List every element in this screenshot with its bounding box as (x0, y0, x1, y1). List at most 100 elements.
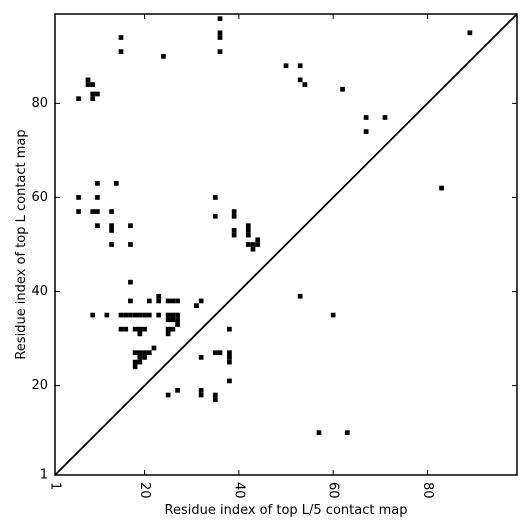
contact-point (170, 317, 176, 323)
contact-point (245, 228, 251, 233)
x-axis-ticks: 1 20 40 60 80 (48, 14, 435, 499)
contact-point (165, 298, 171, 304)
contact-point (76, 209, 81, 214)
contact-point (231, 213, 237, 219)
contact-point (212, 392, 218, 398)
contact-point (151, 345, 157, 351)
contact-point (132, 364, 138, 370)
contact-point (170, 326, 176, 332)
contact-point (161, 53, 166, 59)
contact-point (231, 209, 237, 214)
contact-point (109, 209, 114, 214)
contact-point (227, 350, 232, 356)
y-tick-label: 1 (40, 468, 48, 483)
contact-point (231, 228, 237, 233)
contact-point (198, 392, 204, 398)
contact-point (132, 350, 138, 356)
y-tick-label: 80 (31, 96, 48, 111)
contact-point (109, 228, 114, 233)
y-axis-ticks: 1 20 40 60 80 (31, 96, 517, 483)
x-tick-label: 20 (137, 482, 152, 499)
contact-point (198, 387, 204, 393)
contact-point (118, 49, 124, 54)
contact-point (132, 359, 138, 365)
contact-point (95, 209, 100, 214)
contact-point (132, 312, 138, 318)
contact-point (123, 326, 129, 332)
contact-point (198, 298, 204, 304)
plot-frame (54, 13, 518, 476)
contact-point (165, 317, 171, 323)
contact-point (90, 82, 96, 87)
contact-point (255, 237, 261, 243)
contact-point (255, 242, 261, 247)
contact-point (90, 209, 96, 214)
x-tick-label: 1 (48, 482, 63, 490)
contact-point (109, 223, 114, 229)
contact-point (165, 392, 171, 398)
contact-point (330, 312, 336, 318)
contact-point (90, 91, 96, 97)
contact-point (137, 355, 143, 360)
contact-point (95, 223, 100, 229)
contact-point (156, 312, 162, 318)
contact-point (76, 96, 81, 102)
x-tick-label: 40 (231, 482, 246, 499)
contact-point (146, 298, 152, 304)
contact-point (175, 387, 180, 393)
contact-point (132, 326, 138, 332)
contact-point (137, 312, 143, 318)
contact-point (297, 63, 303, 69)
x-tick-label: 60 (326, 482, 341, 499)
contact-point (137, 350, 143, 356)
contact-point (217, 30, 223, 36)
contact-point (142, 312, 147, 318)
contact-point (194, 303, 199, 309)
contact-point (123, 312, 129, 318)
contact-point (137, 359, 143, 365)
contact-point (217, 16, 223, 22)
contact-point (128, 312, 133, 318)
contact-point (439, 185, 444, 191)
y-tick-label: 40 (31, 284, 48, 299)
contact-point (85, 77, 91, 83)
contact-point (85, 82, 91, 87)
contact-point (113, 180, 119, 186)
contact-point (212, 195, 218, 200)
contact-point (227, 359, 232, 365)
contact-point (250, 246, 256, 252)
diagonal-line (54, 13, 518, 476)
contact-point (95, 180, 100, 186)
contact-point (302, 82, 308, 87)
contact-point (118, 35, 124, 40)
contact-point (175, 312, 180, 318)
contact-point (142, 326, 147, 332)
contact-point (297, 293, 303, 299)
contact-point (217, 350, 223, 356)
contact-point (137, 326, 143, 332)
contact-point (165, 326, 171, 332)
contact-point (104, 312, 110, 318)
contact-point (137, 331, 143, 337)
contact-point (128, 242, 133, 247)
contact-point (128, 298, 133, 304)
contact-point (227, 378, 232, 384)
contact-point (212, 397, 218, 403)
contact-point (156, 293, 162, 299)
contact-point (227, 355, 232, 360)
contact-point (90, 96, 96, 102)
x-axis-label: Residue index of top L/5 contact map (165, 503, 408, 518)
contact-point (170, 298, 176, 304)
contact-point (231, 232, 237, 238)
contact-point (142, 355, 147, 360)
contact-point (227, 326, 232, 332)
contact-point (217, 49, 223, 54)
y-axis-label: Residue index of top L contact map (14, 129, 29, 359)
contact-point (109, 242, 114, 247)
contact-point (146, 350, 152, 356)
contact-point (76, 195, 81, 200)
contact-point (212, 213, 218, 219)
contact-point (212, 350, 218, 356)
contact-point (165, 312, 171, 318)
